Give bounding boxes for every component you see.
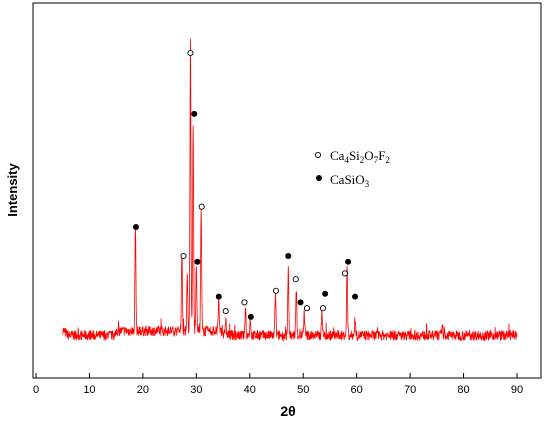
x-tick-label: 10 [83, 384, 95, 396]
x-tick-label: 90 [511, 384, 523, 396]
legend-symbol-open [314, 151, 322, 159]
x-axis-ticks: 0 10 20 30 40 50 60 70 80 90 [33, 373, 523, 396]
marker-casio3 [322, 290, 329, 297]
marker-ca4si2o7f2 [180, 252, 187, 260]
x-axis-title: 2θ [280, 403, 295, 419]
marker-ca4si2o7f2 [341, 270, 348, 277]
marker-ca4si2o7f2 [303, 305, 311, 312]
marker-casio3 [191, 110, 198, 117]
marker-casio3 [285, 253, 292, 259]
x-tick-label: 60 [351, 384, 363, 396]
marker-ca4si2o7f2 [198, 203, 205, 210]
marker-casio3 [215, 293, 222, 300]
y-axis-title: Intensity [5, 163, 20, 217]
x-tick-label: 80 [457, 384, 469, 396]
legend-label-ca4si2o7f2: Ca4Si2O7F2 [330, 148, 390, 165]
marker-ca4si2o7f2 [241, 299, 248, 306]
peak-markers [132, 49, 359, 320]
legend-label-casio3: CaSiO3 [330, 172, 370, 189]
x-tick-label: 50 [297, 384, 309, 396]
xrd-pattern-line [62, 38, 518, 342]
x-tick-label: 30 [190, 384, 202, 396]
marker-ca4si2o7f2 [319, 305, 327, 312]
plot-frame [32, 2, 542, 379]
marker-ca4si2o7f2 [187, 49, 194, 57]
legend: Ca4Si2O7F2 CaSiO3 [314, 148, 390, 189]
marker-casio3 [132, 224, 139, 230]
legend-symbol-filled [316, 175, 322, 181]
x-tick-label: 40 [244, 384, 256, 396]
marker-casio3 [352, 293, 359, 300]
marker-ca4si2o7f2 [272, 287, 280, 294]
marker-casio3 [297, 299, 304, 306]
marker-casio3 [194, 258, 201, 265]
marker-ca4si2o7f2 [292, 276, 299, 283]
x-tick-label: 0 [33, 384, 39, 396]
x-tick-label: 70 [404, 384, 416, 396]
x-tick-label: 20 [137, 384, 149, 396]
marker-casio3 [247, 313, 254, 320]
marker-casio3 [345, 258, 352, 265]
marker-ca4si2o7f2 [222, 308, 229, 315]
